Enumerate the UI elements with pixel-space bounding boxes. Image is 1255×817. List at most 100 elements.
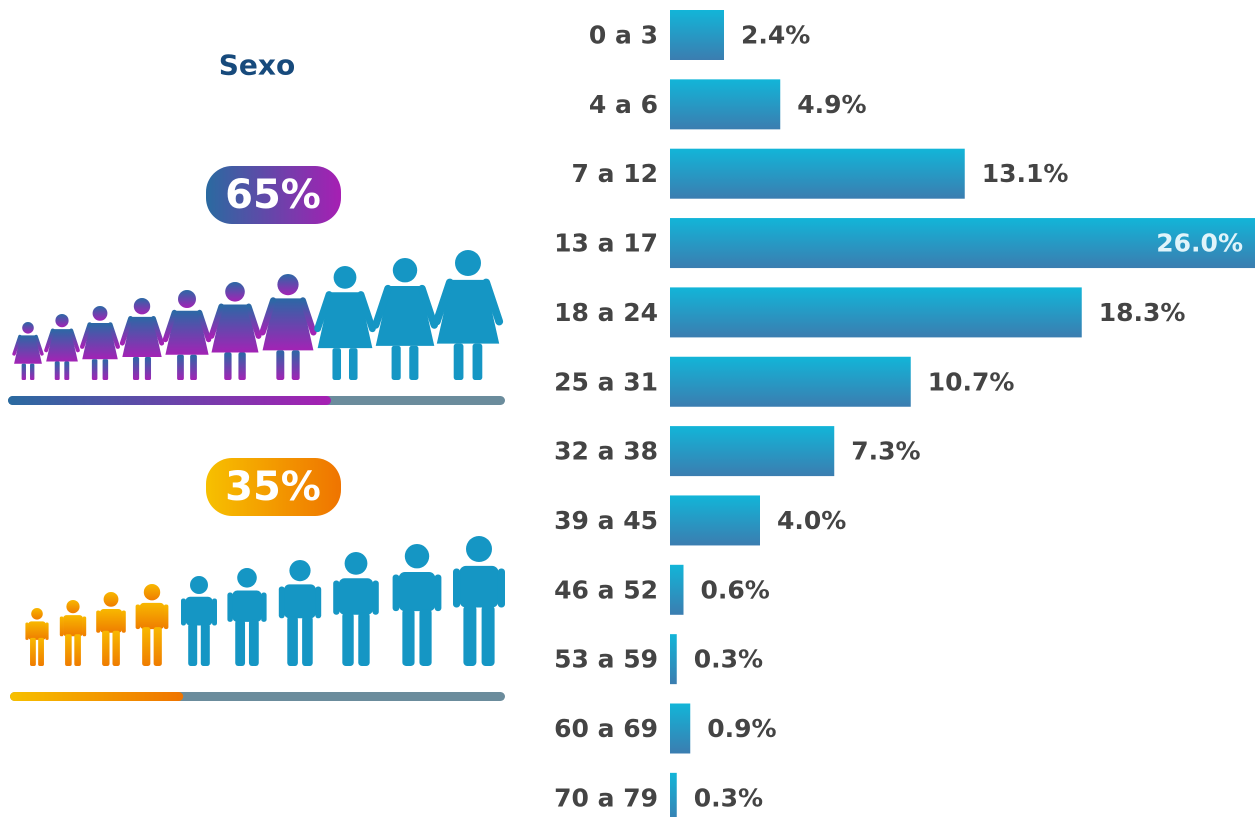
category-label: 39 a 45 <box>554 506 658 535</box>
icon-leg <box>332 348 342 380</box>
icon-dress <box>317 292 373 349</box>
icon-leg <box>238 352 246 380</box>
icon-arms <box>162 309 212 343</box>
icon-arm <box>278 586 285 619</box>
icon-arms <box>44 328 80 353</box>
bar <box>670 10 724 60</box>
icon-leg <box>188 623 198 666</box>
icon-leg <box>200 623 210 666</box>
category-label: 18 a 24 <box>554 298 658 327</box>
icon-torso <box>139 602 165 630</box>
icon-leg <box>54 361 60 380</box>
icon-arms <box>432 278 504 326</box>
category-label: 0 a 3 <box>589 21 658 50</box>
icon-leg <box>21 363 26 380</box>
icon-arms <box>80 322 120 349</box>
icon-leg <box>287 616 298 666</box>
icon-leg <box>30 637 36 666</box>
icon-leg <box>453 343 464 380</box>
icon-head <box>92 306 108 321</box>
icon-head <box>333 266 357 289</box>
icon-head <box>237 568 257 588</box>
icon-arms <box>119 316 165 346</box>
icon-head <box>466 536 492 562</box>
bar <box>670 772 677 817</box>
bar <box>670 79 781 130</box>
category-label: 4 a 6 <box>589 90 658 119</box>
bar <box>670 703 691 754</box>
value-label: 13.1% <box>982 159 1069 188</box>
bar <box>670 495 760 546</box>
icon-leg <box>91 359 98 380</box>
icon-torso <box>63 615 83 637</box>
icon-arms <box>372 284 438 329</box>
icon-torso <box>338 578 374 615</box>
value-label: 18.3% <box>1099 298 1186 327</box>
icon-arm <box>434 574 442 612</box>
icon-head <box>133 298 151 315</box>
icon-arm <box>315 586 322 619</box>
bar <box>670 218 1255 269</box>
icon-leg <box>224 352 232 380</box>
icon-torso <box>284 584 316 619</box>
icon-dress <box>165 310 209 355</box>
bar <box>670 148 965 199</box>
percent-label: 65% <box>225 172 321 218</box>
icon-head <box>31 608 43 620</box>
icon-arm <box>212 598 217 626</box>
icon-head <box>225 282 245 302</box>
icon-leg <box>144 357 152 380</box>
icon-arm <box>372 580 379 615</box>
icon-leg <box>391 345 401 380</box>
icon-leg <box>153 627 162 666</box>
icon-leg <box>481 605 495 666</box>
category-label: 53 a 59 <box>554 645 658 674</box>
icon-leg <box>65 634 72 666</box>
icon-arm <box>135 604 141 630</box>
icon-arms <box>314 291 376 333</box>
bar <box>670 287 1082 338</box>
icon-arms <box>12 334 44 356</box>
icon-arm <box>163 604 169 630</box>
bar <box>670 426 835 477</box>
icon-leg <box>463 605 477 666</box>
icon-arm <box>45 622 49 640</box>
icon-torso <box>232 590 262 622</box>
icon-head <box>55 314 69 328</box>
icon-head <box>103 592 119 607</box>
category-label: 25 a 31 <box>554 367 658 396</box>
icon-arm <box>453 568 461 608</box>
icon-dress <box>436 279 500 344</box>
bar <box>670 564 684 615</box>
percent-label: 35% <box>225 464 321 510</box>
icon-dress <box>375 286 435 346</box>
icon-arm <box>181 598 186 626</box>
icon-dress <box>122 316 162 358</box>
icon-head <box>143 584 161 601</box>
icon-leg <box>177 354 184 380</box>
category-label: 32 a 38 <box>554 437 658 466</box>
sex-title: Sexo <box>219 49 295 82</box>
icon-leg <box>409 345 419 380</box>
icon-leg <box>30 363 35 380</box>
icon-head <box>66 600 80 614</box>
icon-leg <box>142 627 151 666</box>
icon-head <box>344 552 368 575</box>
value-label: 0.3% <box>694 783 763 812</box>
icon-head <box>178 290 196 308</box>
value-label: 0.9% <box>707 714 776 743</box>
category-label: 46 a 52 <box>554 575 658 604</box>
icon-arms <box>259 297 317 336</box>
icon-arm <box>392 574 400 612</box>
value-label: 0.6% <box>701 575 770 604</box>
icon-leg <box>190 354 197 380</box>
icon-arm <box>82 616 87 637</box>
icon-dress <box>211 304 259 353</box>
icon-torso <box>459 565 499 608</box>
icon-leg <box>402 609 415 666</box>
progress-fill <box>8 396 332 405</box>
category-label: 7 a 12 <box>572 159 658 188</box>
icon-head <box>22 322 34 334</box>
icon-torso <box>99 609 123 633</box>
